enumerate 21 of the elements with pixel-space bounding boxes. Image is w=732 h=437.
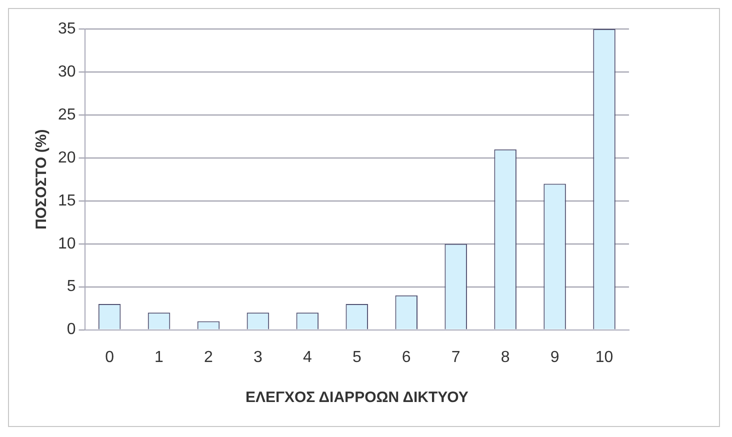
x-tick-label: 7 [451, 348, 460, 366]
x-tick-label: 10 [595, 348, 614, 366]
y-tick-label: 10 [58, 235, 76, 252]
y-tick-label: 30 [58, 63, 76, 80]
x-tick-label: 8 [500, 348, 510, 366]
y-tick-label: 25 [58, 106, 76, 124]
x-tick-label: 1 [154, 348, 164, 366]
x-tick-label: 6 [402, 348, 411, 366]
y-tick-label: 0 [66, 321, 76, 338]
x-axis-title: ΕΛΕΓΧΟΣ ΔΙΑΡΡΟΩΝ ΔΙΚΤΥΟΥ [245, 389, 468, 406]
x-tick-label: 2 [204, 348, 214, 366]
x-tick-label: 3 [254, 348, 262, 366]
x-tick-label: 5 [352, 348, 362, 366]
y-tick-label: 5 [66, 278, 76, 296]
y-tick-label: 35 [58, 20, 76, 38]
y-tick-label: 20 [58, 149, 76, 166]
y-axis-title: ΠΟΣΟΣΤΟ (%) [33, 129, 50, 230]
x-tick-label: 9 [550, 348, 560, 366]
x-tick-label: 0 [105, 348, 114, 366]
x-tick-label: 4 [302, 348, 312, 366]
y-tick-label: 15 [58, 192, 76, 210]
